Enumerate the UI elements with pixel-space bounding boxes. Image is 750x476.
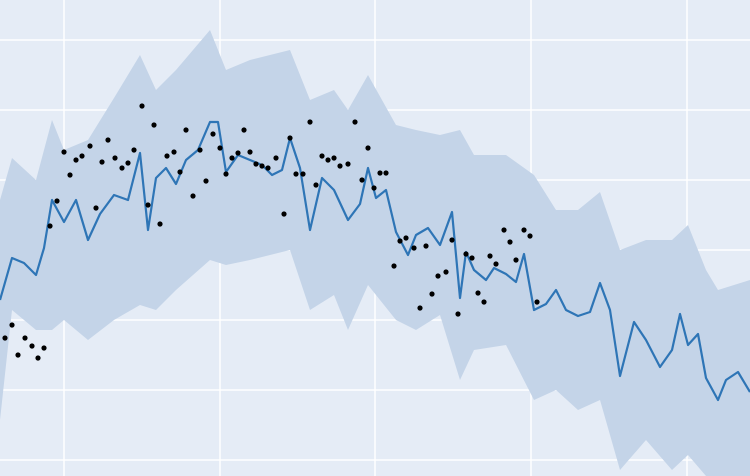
observed-point	[54, 198, 60, 204]
observed-point	[253, 161, 259, 167]
uncertainty-band	[0, 30, 750, 476]
observed-point	[507, 239, 513, 245]
observed-point	[429, 291, 435, 297]
observed-point	[9, 322, 15, 328]
observed-point	[131, 147, 137, 153]
observed-point	[145, 202, 151, 208]
observed-point	[119, 165, 125, 171]
observed-point	[61, 149, 67, 155]
observed-point	[41, 345, 47, 351]
observed-point	[105, 137, 111, 143]
observed-point	[99, 159, 105, 165]
observed-point	[265, 165, 271, 171]
observed-point	[164, 153, 170, 159]
observed-point	[235, 150, 241, 156]
observed-point	[527, 233, 533, 239]
observed-point	[337, 163, 343, 169]
observed-point	[417, 305, 423, 311]
observed-point	[15, 352, 21, 358]
observed-point	[423, 243, 429, 249]
observed-point	[125, 160, 131, 166]
observed-point	[293, 171, 299, 177]
observed-point	[287, 135, 293, 141]
observed-point	[73, 157, 79, 163]
observed-point	[79, 153, 85, 159]
observed-point	[331, 155, 337, 161]
observed-point	[469, 255, 475, 261]
observed-point	[183, 127, 189, 133]
observed-point	[403, 235, 409, 241]
observed-point	[501, 227, 507, 233]
observed-point	[35, 355, 41, 361]
observed-point	[93, 205, 99, 211]
observed-point	[377, 170, 383, 176]
observed-point	[325, 157, 331, 163]
observed-point	[2, 335, 8, 341]
observed-point	[241, 127, 247, 133]
observed-point	[411, 245, 417, 251]
observed-point	[190, 193, 196, 199]
observed-point	[463, 251, 469, 257]
observed-point	[157, 221, 163, 227]
observed-point	[177, 169, 183, 175]
observed-point	[371, 185, 377, 191]
observed-point	[455, 311, 461, 317]
observed-point	[47, 223, 53, 229]
observed-point	[67, 172, 73, 178]
observed-point	[359, 177, 365, 183]
observed-point	[365, 145, 371, 151]
observed-point	[217, 145, 223, 151]
observed-point	[300, 171, 306, 177]
observed-point	[197, 147, 203, 153]
observed-point	[397, 238, 403, 244]
observed-point	[345, 161, 351, 167]
forecast-line	[0, 120, 750, 402]
observed-point	[307, 119, 313, 125]
observed-point	[29, 343, 35, 349]
observed-point	[313, 182, 319, 188]
observed-point	[521, 227, 527, 233]
observed-point	[475, 290, 481, 296]
observed-point	[449, 237, 455, 243]
observed-point	[171, 149, 177, 155]
observed-point	[487, 253, 493, 259]
observed-point	[435, 273, 441, 279]
observed-point	[259, 163, 265, 169]
observed-point	[319, 153, 325, 159]
observed-point	[391, 263, 397, 269]
observed-point	[534, 299, 540, 305]
observed-point	[443, 269, 449, 275]
observed-point	[223, 171, 229, 177]
observed-point	[493, 261, 499, 267]
observed-point	[22, 335, 28, 341]
observed-point	[203, 178, 209, 184]
observed-point	[229, 155, 235, 161]
observed-point	[112, 155, 118, 161]
observed-point	[247, 149, 253, 155]
observed-point	[481, 299, 487, 305]
observed-point	[210, 131, 216, 137]
observed-point	[513, 257, 519, 263]
observed-point	[352, 119, 358, 125]
observed-point	[87, 143, 93, 149]
observed-point	[139, 103, 145, 109]
observed-point	[273, 155, 279, 161]
observed-point	[281, 211, 287, 217]
observed-point	[383, 170, 389, 176]
observed-point	[151, 122, 157, 128]
